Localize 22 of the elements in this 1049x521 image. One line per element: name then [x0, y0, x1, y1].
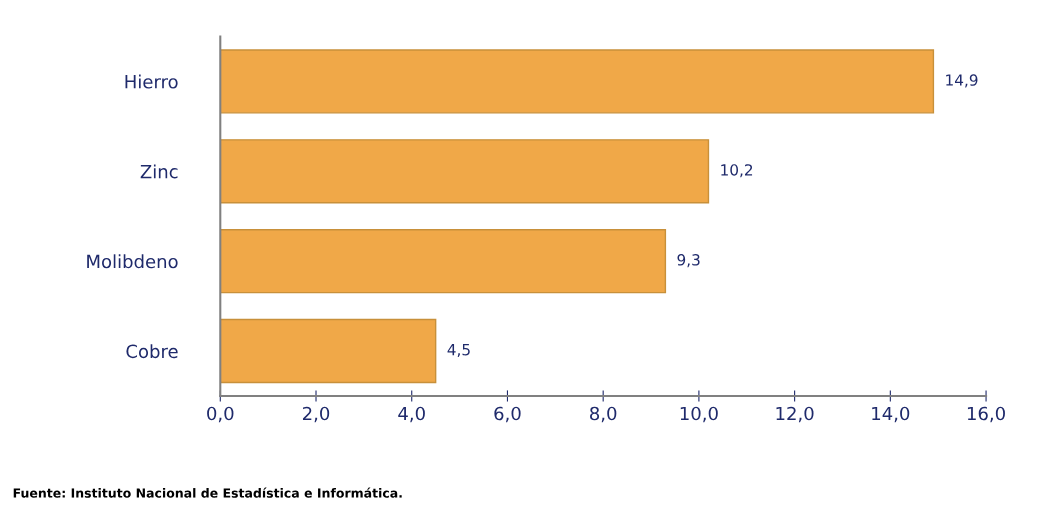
x-tick-label: 16,0: [967, 406, 1005, 423]
bar: [220, 139, 710, 204]
x-tick-label: 12,0: [776, 406, 814, 423]
bar: [220, 229, 667, 294]
data-label: 10,2: [721, 164, 753, 178]
x-tick-label: 6,0: [494, 406, 521, 423]
x-tick-label: 8,0: [590, 406, 617, 423]
data-label: 14,9: [946, 74, 978, 88]
y-tick-label: Cobre: [126, 344, 178, 359]
x-tick-label: 0,0: [207, 406, 234, 423]
y-tick-label: Zinc: [140, 164, 178, 179]
bar: [220, 49, 935, 114]
bar: [220, 318, 437, 384]
data-label: 9,3: [677, 254, 700, 268]
x-tick-label: 2,0: [302, 406, 330, 423]
source-note: Fuente: Instituto Nacional de Estadística e Informática.: [13, 487, 402, 498]
y-tick-label: Molibdeno: [87, 254, 178, 269]
x-tick-label: 4,0: [398, 406, 425, 423]
x-tick-label: 10,0: [680, 406, 718, 423]
data-label: 4,5: [447, 344, 470, 358]
x-tick-label: 14,0: [872, 406, 910, 423]
y-tick-label: Hierro: [125, 74, 178, 89]
